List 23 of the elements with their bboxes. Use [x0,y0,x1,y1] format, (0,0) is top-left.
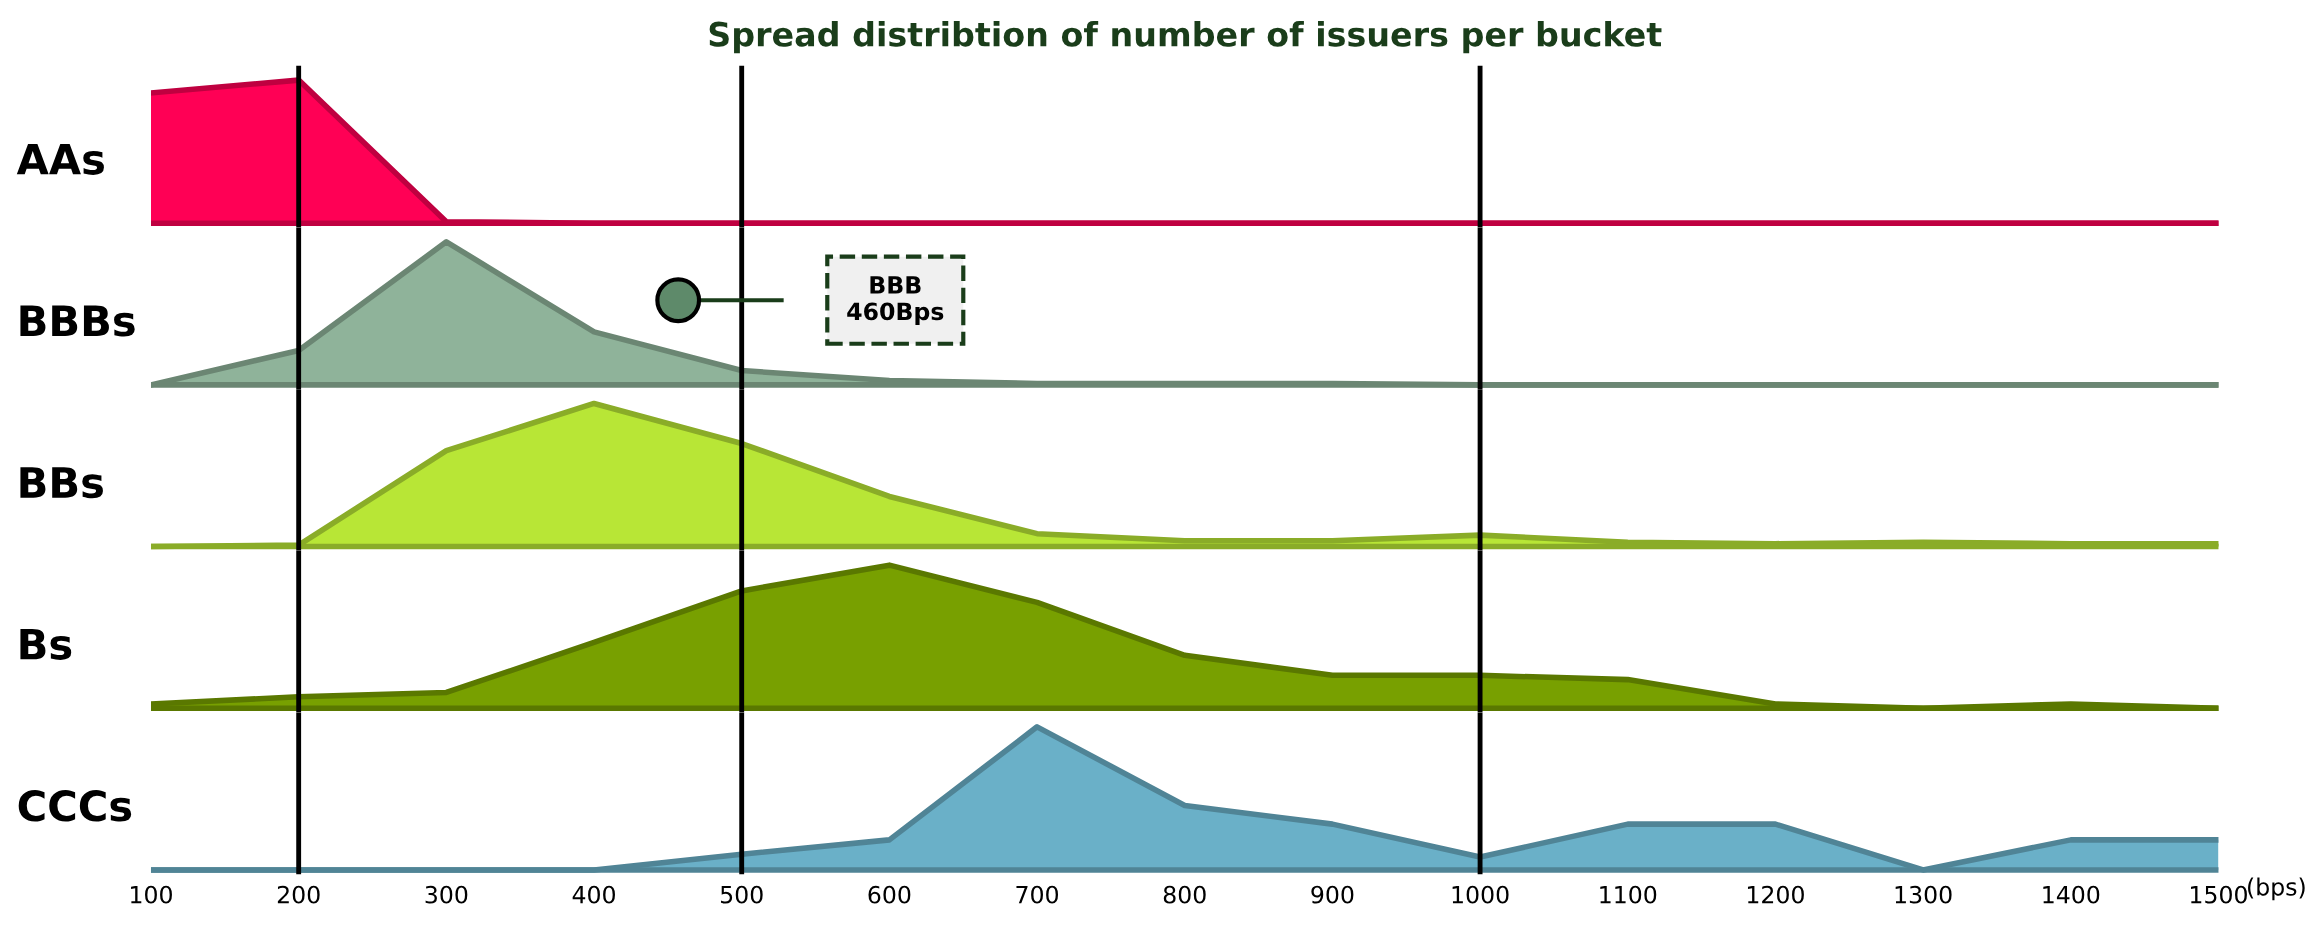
annotation: BBB 460Bps [847,276,944,325]
x-tick-label: 1300 [1895,885,1952,904]
x-tick-label: 200 [277,885,320,904]
y-axis-title: Bs [20,628,72,660]
x-tick-label: 300 [425,885,468,904]
x-tick-label: 1400 [2043,885,2100,904]
x-tick-label: 800 [1163,885,1206,904]
x-tick-label: 600 [868,885,911,904]
x-tick-label: 500 [720,885,763,904]
y-axis-title: BBs [20,467,103,499]
x-tick-label: 100 [131,885,172,904]
y-axis-title: CCCs [18,790,132,822]
x-tick-label: 1500 [2191,885,2247,904]
y-axis-title: BBBs [20,305,135,337]
x-tick-label: 700 [1016,885,1059,904]
x-tick-label: 900 [1311,885,1354,904]
x-tick-label: 1100 [1600,885,1657,904]
x-tick-label: 1000 [1452,885,1509,904]
x-tick-label: 1200 [1747,885,1804,904]
y-axis-title: AAs [16,143,104,175]
chart-title: Spread distribtion of number of issuers per bucket [709,21,1662,54]
x-tick-label: 400 [572,885,615,904]
x-axis-title: (bps) [2248,877,2305,901]
